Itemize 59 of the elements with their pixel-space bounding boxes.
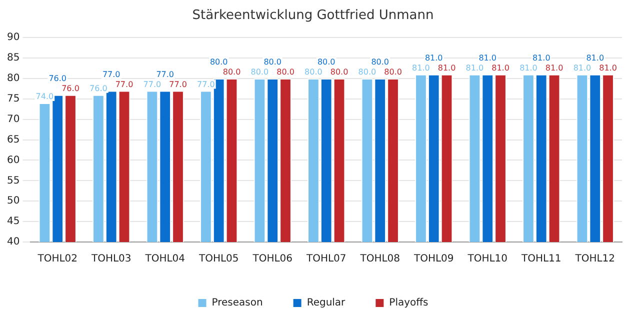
data-label: 80.0	[330, 68, 348, 77]
chart-title: Stärkeentwicklung Gottfried Unmann	[192, 8, 434, 24]
x-tick-label: TOHL02	[36, 254, 78, 265]
x-tick-label: TOHL07	[305, 254, 346, 265]
data-label: 81.0	[424, 53, 443, 62]
y-tick-label: 75	[6, 94, 20, 105]
x-tick-label: TOHL08	[359, 254, 400, 265]
data-label: 76.0	[62, 84, 80, 93]
data-label: 77.0	[143, 80, 162, 89]
x-tick-label: TOHL11	[520, 254, 562, 265]
data-label: 77.0	[169, 80, 187, 89]
data-label: 81.0	[599, 63, 617, 72]
y-tick-label: 85	[6, 52, 20, 64]
x-tick-label: TOHL06	[252, 254, 293, 265]
data-label: 81.0	[478, 53, 497, 62]
x-tick-label: TOHL12	[574, 254, 616, 265]
data-label: 81.0	[520, 63, 538, 72]
data-label: 81.0	[573, 63, 592, 72]
data-label: 76.0	[90, 84, 108, 93]
data-label: 77.0	[156, 70, 174, 79]
data-label: 77.0	[197, 80, 215, 89]
data-label: 81.0	[586, 53, 604, 62]
y-tick-label: 55	[6, 175, 20, 186]
data-label: 81.0	[466, 63, 484, 72]
y-tick-label: 45	[6, 216, 20, 228]
y-tick-label: 40	[6, 236, 20, 248]
x-tick-label: TOHL03	[90, 254, 132, 265]
data-label: 77.0	[115, 80, 134, 89]
data-label: 80.0	[276, 68, 294, 77]
legend-label: Preseason	[212, 298, 263, 309]
x-tick-label: TOHL05	[198, 254, 239, 265]
data-label: 81.0	[412, 63, 430, 72]
data-label: 80.0	[222, 68, 241, 77]
data-label: 80.0	[210, 58, 228, 67]
y-tick-label: 65	[6, 134, 20, 146]
data-label: 80.0	[384, 68, 402, 77]
data-label: 80.0	[317, 58, 336, 67]
legend-label: Playoffs	[389, 298, 428, 309]
data-label: 80.0	[250, 68, 269, 77]
data-label: 74.0	[36, 92, 54, 102]
y-tick-label: 90	[6, 32, 20, 44]
data-label: 80.0	[358, 68, 376, 77]
x-tick-label: TOHL09	[412, 254, 454, 265]
data-label: 80.0	[304, 68, 322, 77]
y-tick-label: 80	[6, 73, 20, 84]
data-label: 81.0	[545, 63, 564, 72]
y-tick-label: 60	[6, 154, 20, 166]
data-label: 77.0	[102, 70, 120, 79]
legend-label: Regular	[306, 298, 346, 309]
y-tick-label: 70	[6, 114, 20, 125]
data-label: 81.0	[492, 63, 510, 72]
data-label: 81.0	[438, 63, 456, 72]
data-label: 80.0	[264, 58, 282, 67]
data-label: 76.0	[48, 74, 67, 83]
data-label: 81.0	[532, 53, 550, 62]
x-tick-label: TOHL10	[466, 254, 508, 265]
x-tick-label: TOHL04	[144, 254, 186, 265]
y-tick-label: 50	[6, 196, 20, 207]
data-label: 80.0	[371, 58, 390, 67]
